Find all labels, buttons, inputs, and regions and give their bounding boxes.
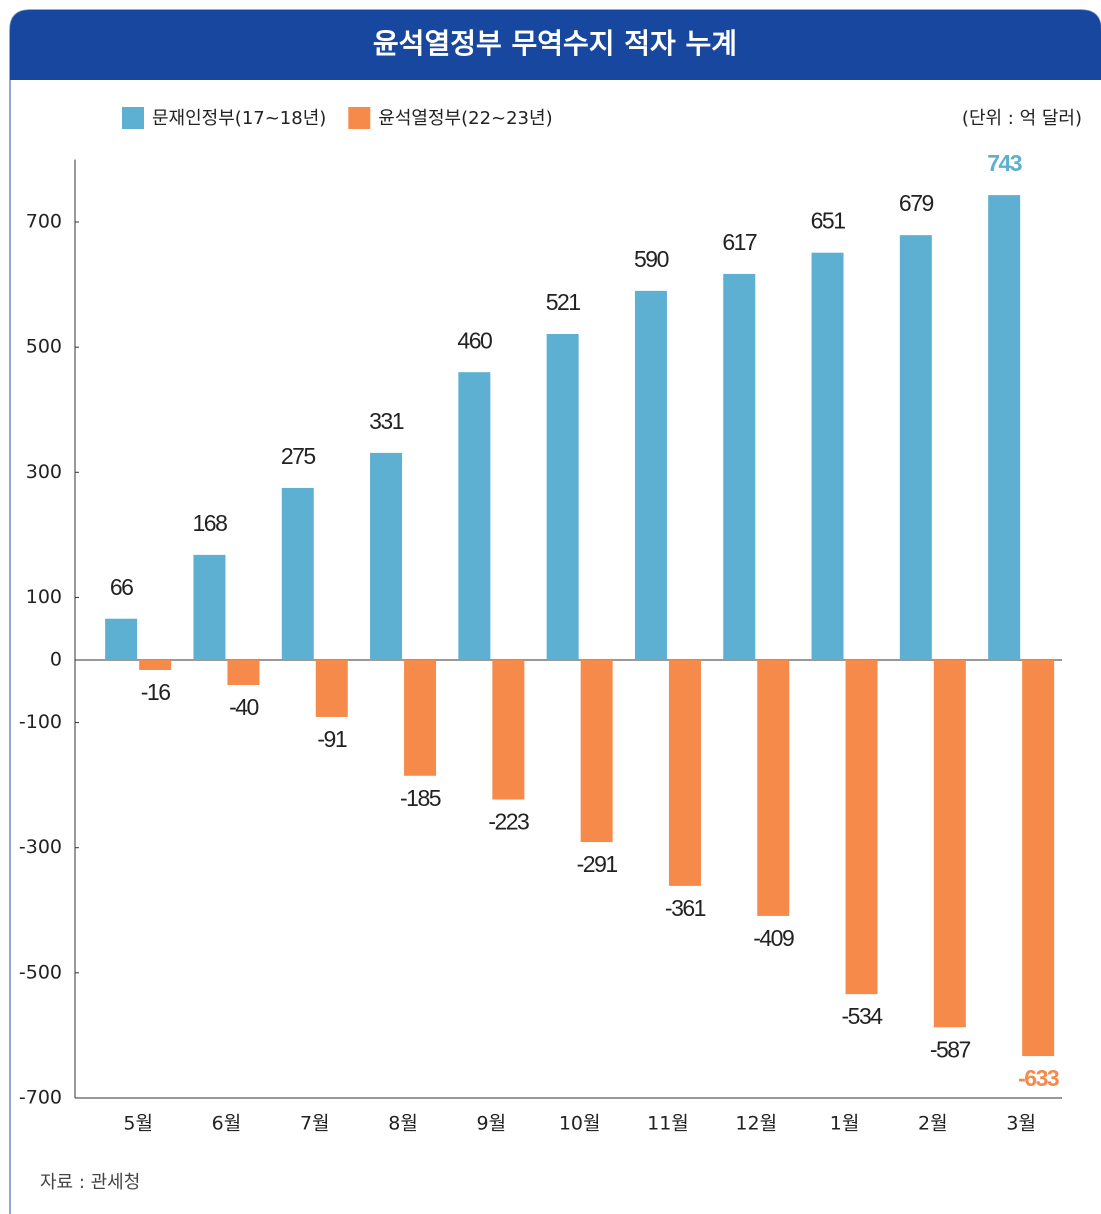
bar xyxy=(811,252,844,660)
x-tick-label: 8월 xyxy=(388,1112,418,1134)
value-label: 460 xyxy=(457,327,492,353)
y-tick-label: -100 xyxy=(19,711,62,733)
bar xyxy=(370,452,403,660)
legend-swatch xyxy=(348,107,371,129)
value-label: 743 xyxy=(987,150,1022,176)
value-label: 679 xyxy=(899,190,934,216)
bar xyxy=(105,618,138,660)
bar xyxy=(1022,660,1055,1057)
value-label: 168 xyxy=(193,510,228,536)
value-label: 66 xyxy=(110,574,133,600)
value-label: -633 xyxy=(1018,1065,1059,1091)
bar xyxy=(899,235,932,660)
value-label: -40 xyxy=(229,694,258,720)
value-label: 331 xyxy=(369,408,404,434)
value-label: -409 xyxy=(753,925,794,951)
y-tick-label: 100 xyxy=(26,586,62,608)
y-tick-label: -500 xyxy=(19,961,62,983)
value-label: 275 xyxy=(281,443,316,469)
value-label: 590 xyxy=(634,246,669,272)
y-tick-label: 500 xyxy=(26,336,62,358)
bar xyxy=(723,273,756,660)
bar xyxy=(193,554,226,660)
bar xyxy=(988,195,1021,660)
legend-label: 윤석열정부(22~23년) xyxy=(378,108,552,129)
legend-label: 문재인정부(17~18년) xyxy=(152,108,326,129)
bar xyxy=(458,372,491,660)
bar xyxy=(933,660,966,1028)
x-tick-label: 1월 xyxy=(830,1112,860,1134)
bar xyxy=(845,660,878,995)
bar xyxy=(546,334,579,660)
bar xyxy=(139,660,172,671)
value-label: -291 xyxy=(577,851,618,877)
value-label: -587 xyxy=(930,1036,971,1062)
value-label: -534 xyxy=(842,1003,884,1029)
x-tick-label: 3월 xyxy=(1006,1112,1036,1134)
y-tick-label: 0 xyxy=(50,649,62,671)
value-label: 651 xyxy=(811,208,846,234)
value-label: -91 xyxy=(317,726,346,752)
bar xyxy=(492,660,525,800)
value-label: -361 xyxy=(665,895,706,921)
y-tick-label: -300 xyxy=(19,836,62,858)
chart-title: 윤석열정부 무역수지 적자 누계 xyxy=(373,27,737,60)
bar xyxy=(281,487,314,660)
bar xyxy=(404,660,437,776)
x-tick-label: 12월 xyxy=(735,1112,777,1134)
x-tick-label: 2월 xyxy=(918,1112,948,1134)
value-label: -16 xyxy=(141,679,170,705)
value-label: -185 xyxy=(400,785,441,811)
x-tick-label: 9월 xyxy=(477,1112,507,1134)
value-label: 617 xyxy=(722,229,757,255)
bar xyxy=(227,660,260,686)
source: 자료 : 관세청 xyxy=(40,1172,140,1193)
title-band xyxy=(10,10,1101,80)
value-label: 521 xyxy=(546,289,581,315)
y-tick-label: -700 xyxy=(19,1086,62,1108)
unit-label: (단위 : 억 달러) xyxy=(962,108,1082,129)
bar xyxy=(757,660,790,916)
x-tick-label: 10월 xyxy=(559,1112,601,1134)
x-tick-label: 7월 xyxy=(300,1112,330,1134)
x-tick-label: 6월 xyxy=(212,1112,242,1134)
value-label: -223 xyxy=(488,809,529,835)
x-tick-label: 5월 xyxy=(123,1112,153,1134)
bar xyxy=(634,290,667,660)
legend-swatch xyxy=(122,107,144,129)
y-tick-label: 300 xyxy=(26,461,62,483)
y-tick-label: 700 xyxy=(26,211,62,233)
x-tick-label: 11월 xyxy=(647,1112,689,1134)
bar xyxy=(668,660,701,886)
bar xyxy=(580,660,613,843)
bar xyxy=(315,660,348,717)
